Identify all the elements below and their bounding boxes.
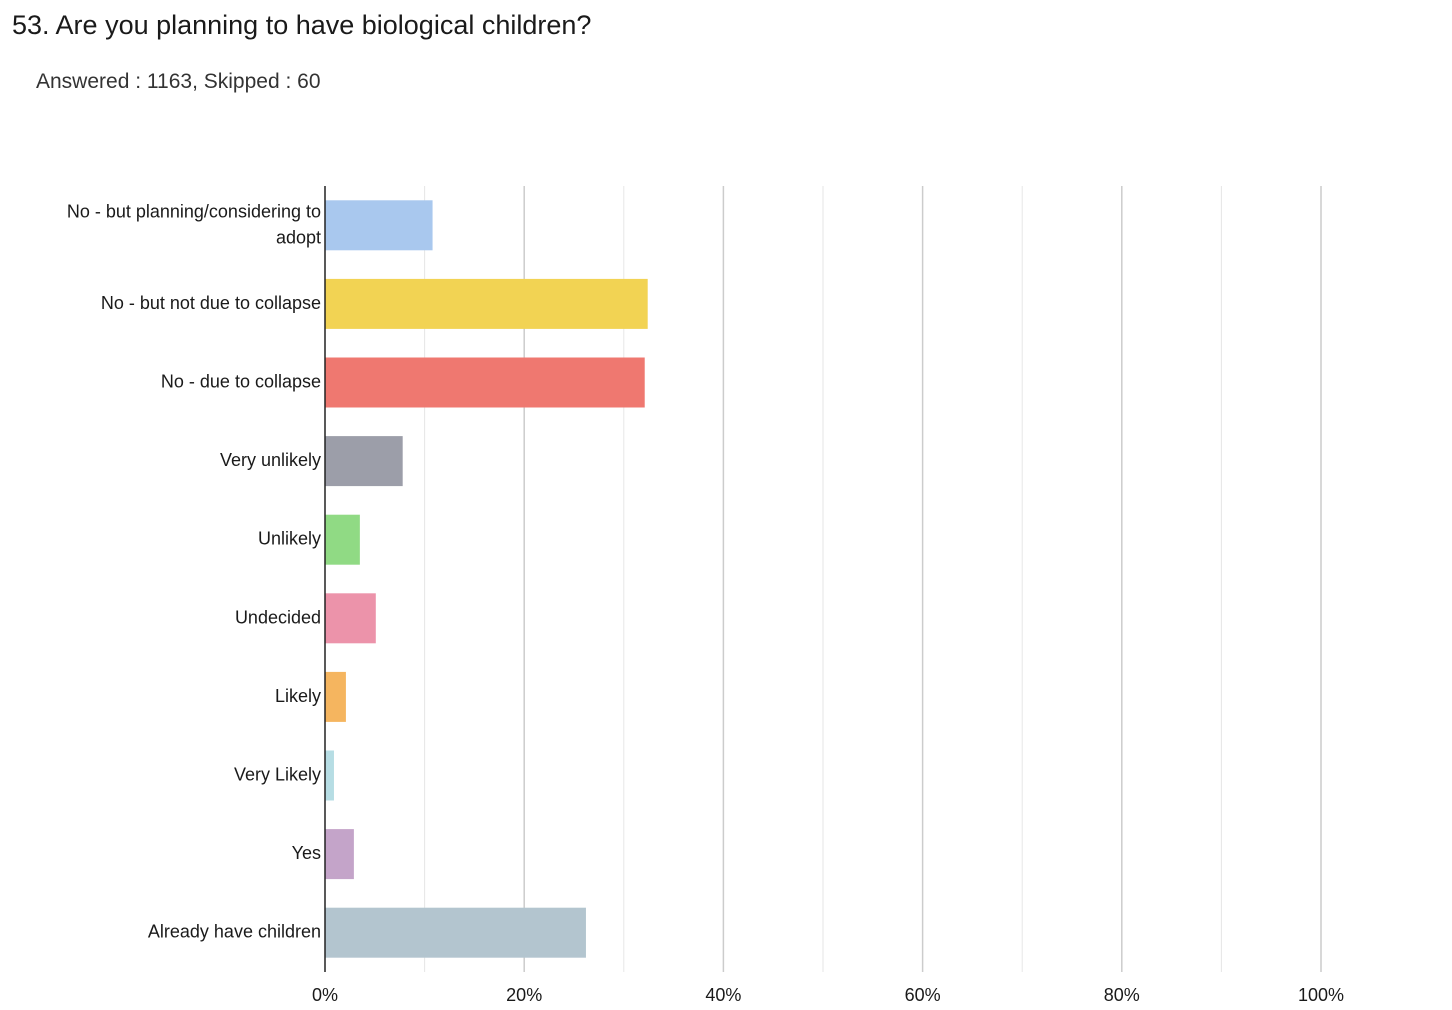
question-title: 53. Are you planning to have biological … (12, 10, 592, 40)
category-label: Already have children (148, 921, 321, 941)
bar[interactable] (325, 593, 376, 644)
answered-label: Answered : (36, 70, 142, 93)
bar[interactable] (325, 357, 645, 408)
x-tick-label: 100% (1298, 985, 1344, 1005)
bar[interactable] (325, 278, 648, 329)
x-tick-label: 80% (1104, 985, 1140, 1005)
category-label: Very unlikely (220, 450, 321, 470)
bar[interactable] (325, 514, 360, 565)
bar[interactable] (325, 907, 586, 958)
bar[interactable] (325, 750, 334, 801)
category-label: No - due to collapse (161, 371, 321, 391)
x-tick-label: 60% (905, 985, 941, 1005)
category-label: Likely (275, 686, 321, 706)
bar[interactable] (325, 436, 403, 487)
response-summary: Answered : 1163, Skipped : 60 (36, 70, 321, 94)
x-tick-label: 0% (312, 985, 338, 1005)
bar[interactable] (325, 200, 433, 251)
bar-layer (325, 200, 648, 958)
category-label: No - but not due to collapse (101, 293, 321, 313)
category-label: Yes (292, 843, 321, 863)
grid-layer (424, 186, 1322, 972)
skipped-count: 60 (297, 70, 321, 93)
category-labels: No - but planning/considering to adopt No … (67, 201, 321, 941)
answered-count: 1163, (146, 70, 198, 93)
skipped-label: Skipped : (203, 70, 292, 93)
category-label: Unlikely (258, 528, 321, 548)
category-label: Undecided (235, 607, 321, 627)
x-tick-label: 20% (506, 985, 542, 1005)
x-tick-label: 40% (705, 985, 741, 1005)
x-axis-ticks: 0% 20% 40% 60% 80% 100% (312, 985, 1344, 1005)
bar[interactable] (325, 829, 354, 880)
category-label: No - but planning/considering to adopt (67, 201, 321, 247)
category-label: Very Likely (234, 764, 321, 784)
bar[interactable] (325, 671, 346, 722)
